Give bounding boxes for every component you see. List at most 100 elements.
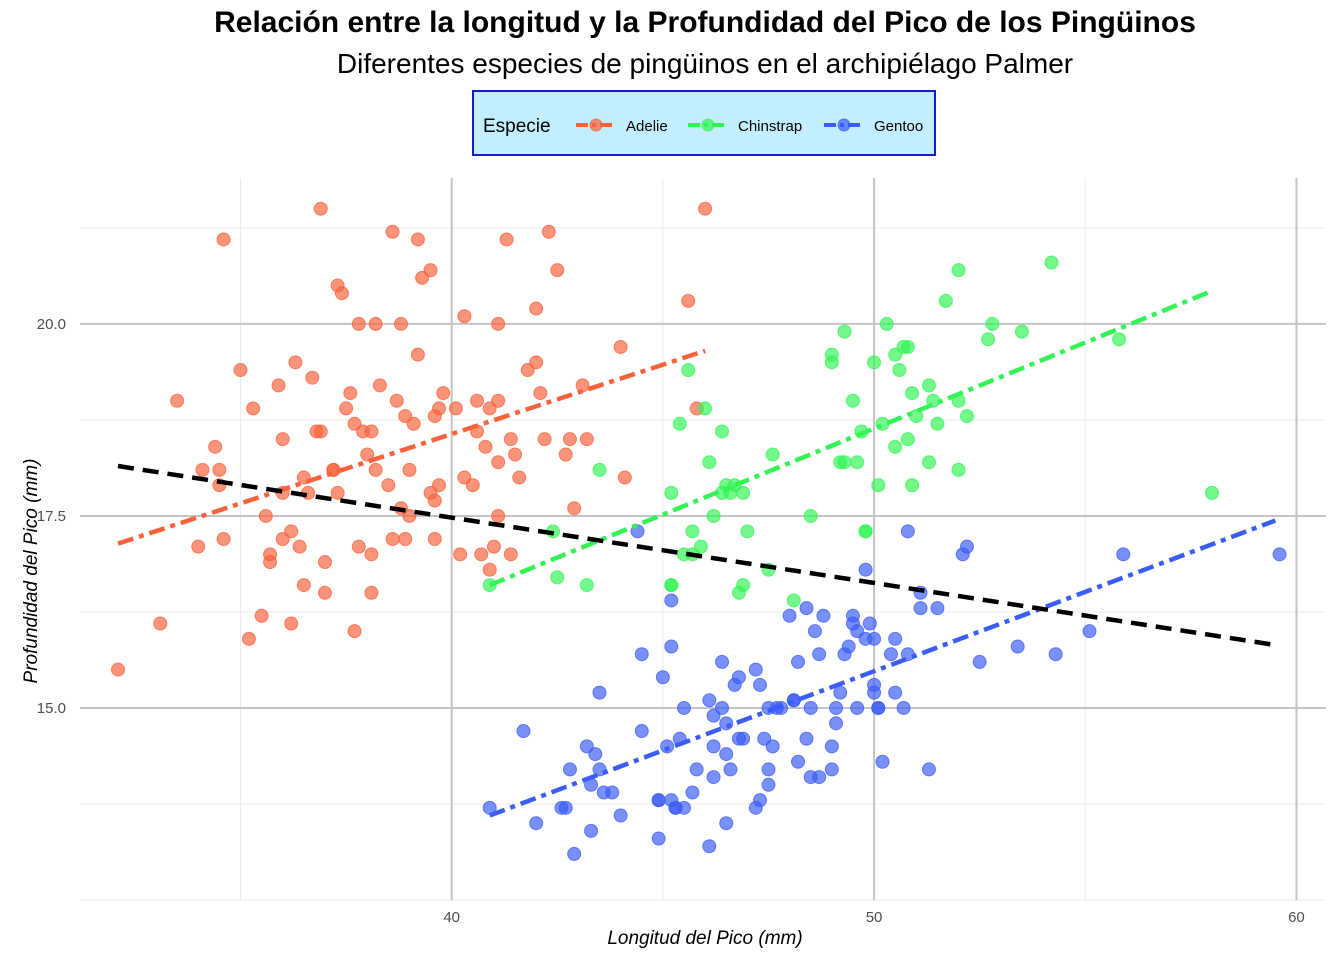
point-adelie — [271, 378, 286, 393]
chart-title: Relación entre la longitud y la Profundi… — [214, 6, 1196, 39]
point-chinstrap — [592, 462, 607, 477]
point-adelie — [698, 201, 713, 216]
point-adelie — [385, 532, 400, 546]
point-adelie — [681, 293, 696, 308]
point-gentoo — [562, 762, 577, 777]
point-adelie — [368, 316, 383, 331]
x-axis-label: Longitud del Pico (mm) — [607, 928, 803, 949]
point-adelie — [284, 524, 299, 539]
point-gentoo — [972, 654, 987, 669]
point-gentoo — [812, 647, 827, 662]
point-gentoo — [719, 747, 734, 762]
point-gentoo — [706, 739, 721, 754]
point-adelie — [216, 232, 231, 247]
point-adelie — [427, 493, 442, 508]
point-chinstrap — [888, 347, 903, 362]
point-adelie — [364, 424, 379, 439]
point-adelie — [457, 309, 472, 324]
point-adelie — [491, 316, 506, 331]
legend-label-gentoo: Gentoo — [874, 118, 924, 135]
point-chinstrap — [664, 578, 679, 593]
point-adelie — [537, 432, 552, 447]
point-gentoo — [829, 716, 844, 731]
point-chinstrap — [786, 593, 801, 608]
point-gentoo — [858, 562, 873, 577]
point-adelie — [246, 401, 261, 416]
point-adelie — [330, 278, 345, 293]
legend-key-gentoo — [824, 118, 864, 132]
point-gentoo — [634, 724, 649, 739]
point-gentoo — [685, 785, 700, 800]
x-tick-label: 40 — [443, 909, 460, 926]
point-chinstrap — [892, 363, 907, 378]
point-adelie — [330, 485, 345, 500]
point-adelie — [503, 432, 518, 447]
point-adelie — [427, 532, 442, 546]
point-adelie — [499, 232, 514, 247]
legend-title: Especie — [483, 116, 551, 137]
point-chinstrap — [803, 508, 818, 523]
point-adelie — [550, 263, 565, 278]
point-adelie — [364, 585, 379, 600]
point-gentoo — [888, 685, 903, 700]
point-gentoo — [668, 800, 683, 815]
point-gentoo — [867, 677, 882, 692]
point-adelie — [296, 578, 311, 593]
trend-line-overall — [117, 463, 1276, 648]
point-adelie — [288, 355, 303, 370]
point-adelie — [453, 547, 468, 562]
point-chinstrap — [900, 339, 915, 354]
y-tick-label: 20.0 — [37, 316, 66, 333]
point-gentoo — [702, 693, 717, 708]
point-adelie — [613, 339, 628, 354]
point-gentoo — [829, 700, 844, 715]
point-gentoo — [896, 700, 911, 715]
point-gentoo — [888, 631, 903, 646]
point-gentoo — [634, 647, 649, 662]
point-adelie — [567, 501, 582, 516]
point-adelie — [284, 616, 299, 631]
point-gentoo — [719, 816, 734, 831]
point-gentoo — [799, 601, 814, 616]
point-adelie — [541, 224, 556, 239]
point-adelie — [258, 508, 273, 523]
minor-gridlines — [80, 178, 1326, 901]
point-gentoo — [723, 762, 738, 777]
point-adelie — [486, 539, 501, 554]
point-gentoo — [529, 816, 544, 831]
point-chinstrap — [740, 524, 755, 539]
point-adelie — [465, 478, 480, 493]
point-chinstrap — [765, 447, 780, 462]
point-adelie — [263, 547, 278, 562]
point-adelie — [339, 401, 354, 416]
point-chinstrap — [1014, 324, 1029, 339]
point-gentoo — [883, 647, 898, 662]
point-chinstrap — [736, 578, 751, 593]
point-adelie — [508, 447, 523, 462]
chart-legend: Especie Adelie Chinstrap Gentoo — [472, 90, 936, 156]
point-adelie — [402, 462, 417, 477]
point-chinstrap — [837, 324, 852, 339]
point-adelie — [372, 378, 387, 393]
point-gentoo — [706, 770, 721, 785]
point-chinstrap — [930, 416, 945, 431]
point-gentoo — [592, 685, 607, 700]
point-chinstrap — [685, 524, 700, 539]
point-adelie — [529, 301, 544, 316]
point-gentoo — [753, 793, 768, 808]
point-gentoo — [584, 823, 599, 838]
point-chinstrap — [938, 293, 953, 308]
point-adelie — [313, 424, 328, 439]
point-gentoo — [824, 762, 839, 777]
point-adelie — [191, 539, 206, 554]
point-gentoo — [676, 700, 691, 715]
data-points — [111, 201, 1287, 861]
point-gentoo — [807, 624, 822, 639]
point-gentoo — [1010, 639, 1025, 654]
point-chinstrap — [921, 378, 936, 393]
point-chinstrap — [736, 485, 751, 500]
point-adelie — [579, 432, 594, 447]
point-adelie — [389, 393, 404, 408]
legend-label-adelie: Adelie — [626, 118, 668, 135]
